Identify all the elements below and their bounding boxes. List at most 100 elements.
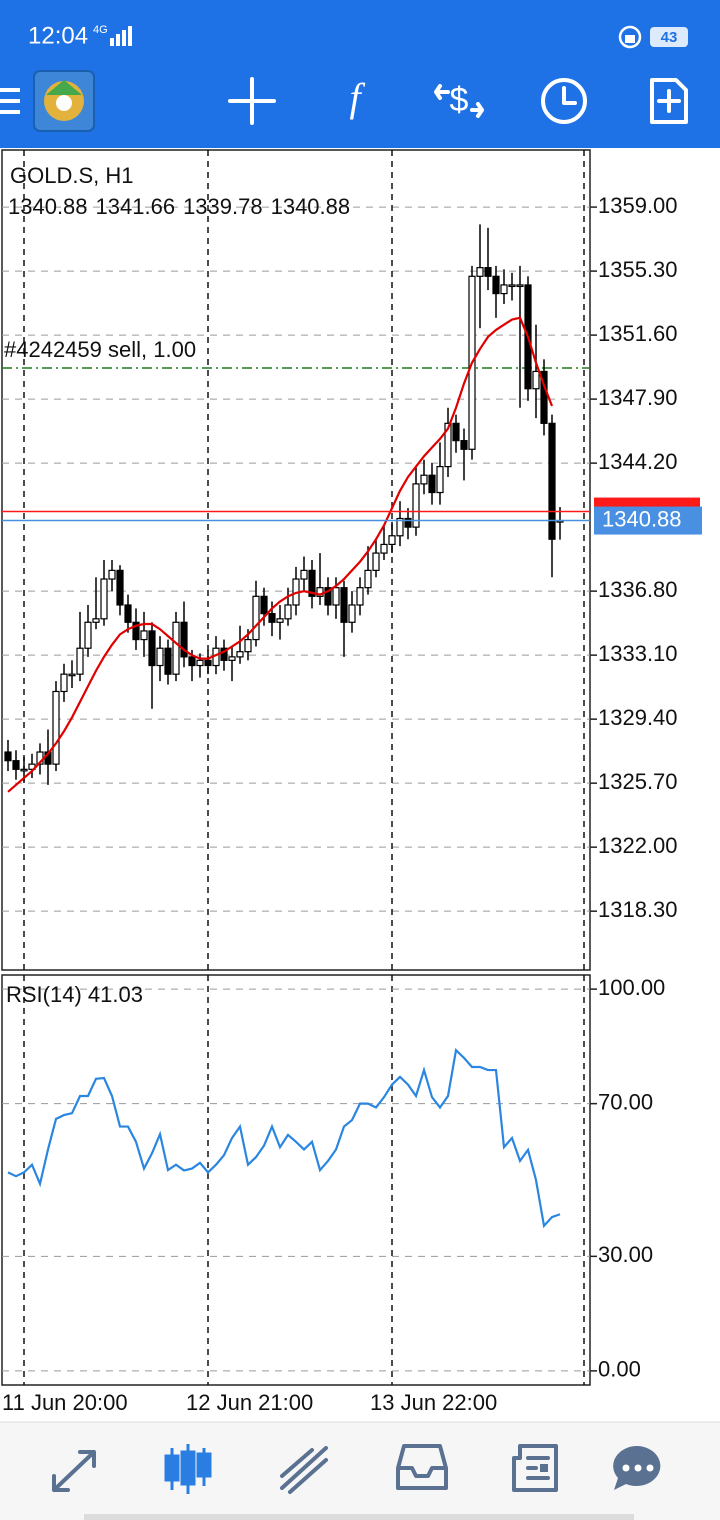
candle-body — [268, 613, 276, 623]
candle-body — [476, 267, 484, 277]
header-open: 1340.88 — [8, 194, 88, 219]
history-tab[interactable] — [396, 1444, 448, 1490]
candle-body — [436, 465, 444, 494]
candle-body — [180, 621, 188, 658]
candle-body — [236, 651, 244, 658]
candle-body — [508, 284, 516, 288]
y-tick-label: 1351.60 — [598, 321, 678, 346]
y-tick-label: 1347.90 — [598, 385, 678, 410]
candle-body — [108, 569, 116, 580]
candle-body — [444, 422, 452, 468]
candle-body — [164, 647, 172, 675]
signal-icon — [110, 26, 132, 46]
candle-body — [148, 630, 156, 667]
candle-body — [60, 673, 68, 693]
y-tick-label: 1329.40 — [598, 705, 678, 730]
ask-label-box — [594, 506, 702, 535]
chart-title: GOLD.S, H1 — [10, 163, 133, 188]
candle-body — [52, 690, 60, 765]
candle-body — [196, 659, 204, 667]
candle-body — [156, 647, 164, 667]
candle-body — [396, 517, 404, 537]
y-tick-label: 1318.30 — [598, 897, 678, 922]
rsi-panel — [1, 974, 591, 1386]
candle-body — [452, 422, 460, 442]
candle-body — [332, 587, 340, 606]
candle-body — [20, 768, 28, 772]
app-bar — [0, 0, 720, 148]
header-low: 1339.78 — [183, 194, 263, 219]
lock-icon — [618, 25, 642, 49]
candle-body — [276, 618, 284, 623]
home-indicator — [84, 1514, 634, 1520]
clock: 12:04 — [28, 22, 88, 49]
candle-body — [84, 621, 92, 649]
candle-body — [92, 618, 100, 623]
candle-body — [412, 483, 420, 528]
candle-body — [484, 267, 492, 277]
candle-body — [220, 647, 228, 661]
candle-body — [516, 284, 524, 288]
y-tick-label: 30.00 — [598, 1242, 653, 1267]
candle-body — [548, 422, 556, 540]
candle-body — [316, 587, 324, 597]
news-tab[interactable] — [512, 1444, 558, 1492]
candle-body — [340, 587, 348, 623]
y-tick-label: 100.00 — [598, 975, 665, 1000]
header-close: 1340.88 — [271, 194, 351, 219]
candle-body — [380, 543, 388, 554]
candle-body — [124, 604, 132, 623]
candle-body — [172, 621, 180, 675]
candle-body — [372, 552, 380, 571]
y-tick-label: 1359.00 — [598, 193, 678, 218]
candle-body — [252, 595, 260, 641]
chart-tab[interactable] — [164, 1444, 212, 1494]
y-tick-label: 1355.30 — [598, 257, 678, 282]
candle-body — [76, 647, 84, 675]
x-tick-label: 13 Jun 22:00 — [370, 1390, 497, 1415]
candle-body — [116, 569, 124, 606]
app-logo[interactable] — [33, 70, 95, 132]
y-tick-label: 1333.10 — [598, 641, 678, 666]
y-tick-label: 1325.70 — [598, 769, 678, 794]
header-high: 1341.66 — [96, 194, 176, 219]
rsi-line — [7, 1047, 561, 1229]
candle-body — [492, 275, 500, 295]
candle-body — [348, 604, 356, 623]
price-panel — [1, 149, 591, 971]
plot-layer: 1359.00 1355.30 1351.60 1347.90 1344.20 1336.… — [2, 150, 702, 1415]
candle-body — [428, 474, 436, 494]
y-tick-label: 1336.80 — [598, 577, 678, 602]
chat-tab[interactable] — [613, 1445, 661, 1490]
history-button[interactable] — [541, 78, 587, 124]
trade-tab[interactable] — [280, 1446, 328, 1494]
menu-button[interactable] — [0, 88, 20, 114]
ohlc-header: 1340.88 1341.66 1339.78 1340.88 — [8, 194, 350, 219]
candle-body — [500, 284, 508, 295]
trade-button[interactable]: $ — [434, 81, 484, 119]
candle-body — [260, 595, 268, 615]
candle-body — [404, 517, 412, 528]
candle-body — [284, 604, 292, 620]
candle-body — [4, 751, 12, 762]
candle-body — [300, 569, 308, 580]
candle-body — [100, 578, 108, 620]
svg-text:$: $ — [450, 81, 469, 119]
crosshair-button[interactable] — [228, 77, 276, 125]
new-order-button[interactable] — [650, 78, 688, 124]
candle-body — [12, 760, 20, 770]
order-label: #4242459 sell, 1.00 — [4, 337, 196, 362]
candle-body — [204, 659, 212, 667]
candle-body — [388, 535, 396, 546]
candle-body — [188, 656, 196, 667]
quotes-tab[interactable] — [52, 1450, 96, 1492]
moving-average — [7, 316, 554, 793]
candle-body — [420, 474, 428, 485]
y-tick-label: 70.00 — [598, 1089, 653, 1114]
candle-body — [364, 569, 372, 589]
bottom-nav — [0, 1422, 720, 1520]
candle-body — [132, 621, 140, 641]
candle-body — [308, 569, 316, 597]
